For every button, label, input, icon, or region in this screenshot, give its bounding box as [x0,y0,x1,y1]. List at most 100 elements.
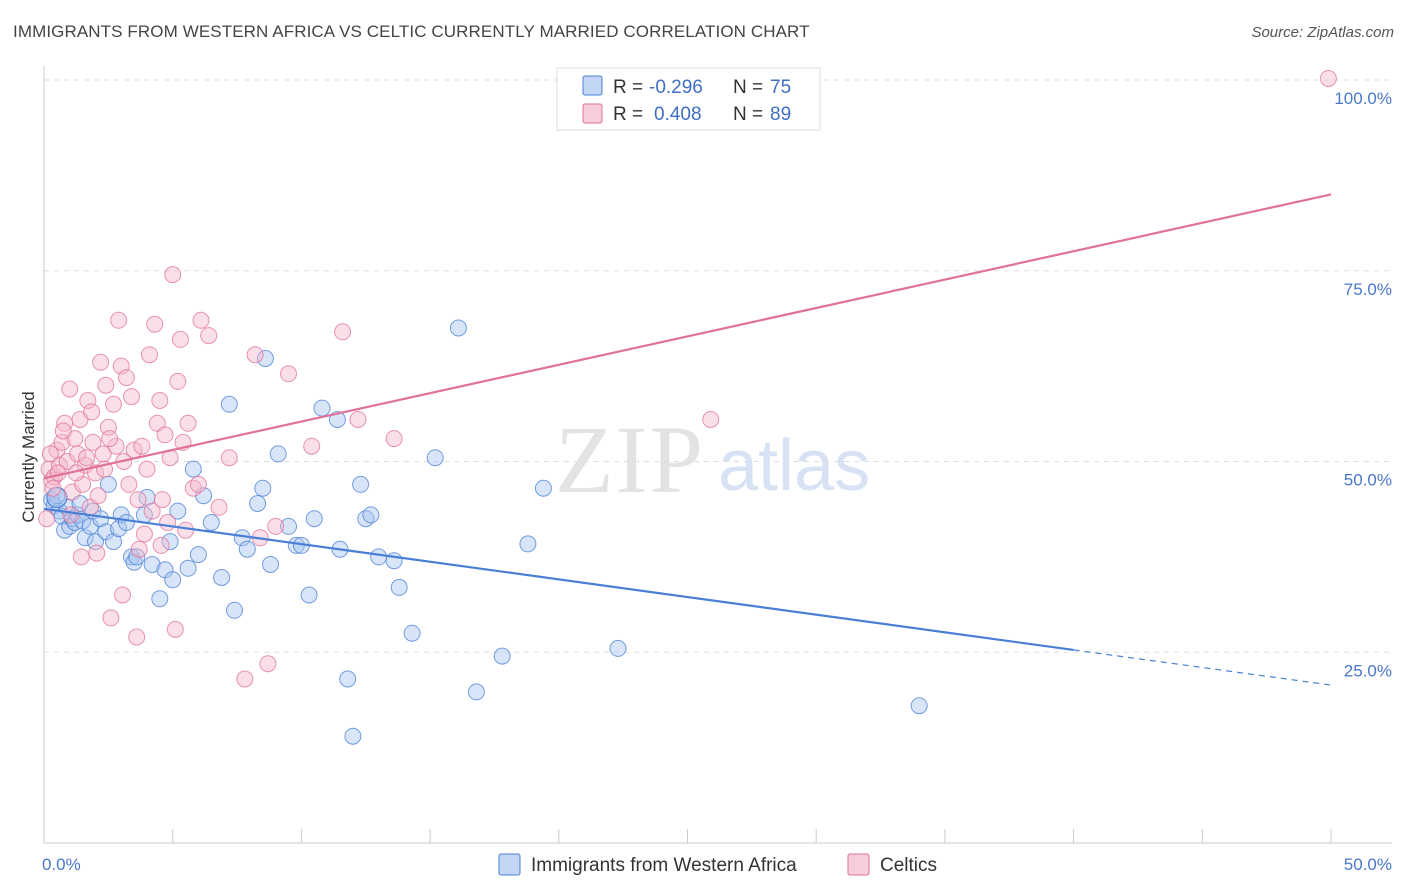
western-africa-point-29 [143,556,161,573]
western-africa-point-72 [534,479,552,497]
western-africa-point-53 [300,586,318,604]
western-africa-point-60 [352,475,370,493]
celtics-point-68 [303,437,321,455]
western-africa-point-63 [370,548,388,566]
legend-swatch-blue [582,75,603,96]
legend: R = -0.296 N = 75 R = 0.408 N = 89 [556,67,821,131]
western-africa-point-67 [426,449,444,467]
celtics-point-60 [210,498,228,516]
bottom-legend-swatch-blue [498,853,521,876]
western-africa-point-70 [493,647,511,665]
x-tick-label-max: 50.0% [1344,855,1392,874]
celtics-point-71 [385,430,403,448]
celtics-point-75 [44,479,62,497]
celtics-point-66 [267,517,285,535]
celtics-point-25 [102,609,120,627]
source-label: Source: ZipAtlas.com [1251,24,1394,41]
celtics-point-58 [192,311,210,329]
western-africa-point-35 [179,559,197,577]
celtics-point-32 [120,475,138,493]
western-africa-point-48 [262,556,279,573]
western-africa-point-46 [254,479,272,497]
y-tick-label: 50.0% [1344,471,1392,490]
celtics-point-63 [246,346,264,364]
celtics-point-59 [200,327,218,345]
western-africa-point-40 [213,569,231,586]
trend-line-western-africa-extension [1073,649,1332,686]
celtics-point-82 [83,403,101,421]
watermark-zip: ZIP [555,406,705,513]
series-western-africa-points [43,319,928,745]
legend-swatch-pink [582,103,603,124]
western-africa-point-68 [449,319,467,337]
celtics-point-78 [62,506,80,524]
western-africa-point-65 [390,578,408,596]
western-africa-point-69 [467,683,485,701]
celtics-point-51 [169,372,187,390]
western-africa-point-39 [202,514,220,531]
bottom-legend-label-pink: Celtics [880,855,937,876]
western-africa-point-20 [105,533,122,551]
western-africa-point-59 [344,727,362,745]
celtics-point-45 [153,491,171,509]
bottom-legend-swatch-pink [847,853,870,876]
western-africa-point-62 [362,506,380,524]
legend-r-value-pink: 0.408 [654,104,702,125]
western-africa-point-66 [403,624,421,642]
celtics-point-16 [79,392,97,409]
western-africa-point-44 [238,540,256,558]
western-africa-point-42 [226,601,243,619]
tick-labels: 25.0% 50.0% 75.0% 100.0% 0.0% 50.0% [42,89,1392,874]
western-africa-point-45 [249,495,267,512]
western-africa-point-54 [305,510,323,528]
celtics-point-9 [61,380,79,398]
western-africa-point-47 [256,350,274,367]
bottom-legend-label-blue: Immigrants from Western Africa [531,855,797,876]
celtics-point-42 [146,315,164,333]
trend-line-western-africa [43,507,1074,652]
celtics-point-23 [97,376,115,394]
celtics-point-22 [94,445,112,463]
western-africa-point-50 [280,517,297,535]
legend-n-value-pink: 89 [770,104,791,125]
legend-n-label-blue: N = [733,77,763,98]
y-axis-title: Currently Married [19,391,38,522]
celtics-point-57 [189,475,207,493]
celtics-point-26 [105,395,122,413]
celtics-point-47 [159,514,177,531]
celtics-point-67 [280,365,297,383]
western-africa-point-32 [161,533,179,551]
celtics-point-62 [236,670,254,688]
western-africa-point-74 [910,697,928,715]
trend-line-celtics [43,193,1332,480]
celtics-point-28 [110,311,128,329]
celtics-point-39 [138,460,156,478]
celtics-point-72 [702,411,720,428]
celtics-point-40 [141,346,158,364]
gridlines [44,79,1392,653]
celtics-point-41 [143,502,161,520]
celtics-point-44 [151,392,169,409]
celtics-point-74 [41,445,59,463]
western-africa-point-34 [169,502,187,520]
western-africa-point-36 [184,460,202,478]
celtics-point-69 [334,323,352,341]
celtics-point-33 [123,388,140,406]
legend-r-value-blue: -0.296 [649,77,703,98]
celtics-point-81 [78,449,95,467]
celtics-point-36 [130,540,148,558]
celtics-point-21 [92,353,110,371]
celtics-point-55 [179,414,197,432]
western-africa-point-71 [519,535,537,553]
western-africa-point-73 [609,639,627,657]
celtics-point-83 [88,544,106,562]
western-africa-point-49 [269,445,287,463]
chart-title: IMMIGRANTS FROM WESTERN AFRICA VS CELTIC… [13,22,810,41]
western-africa-point-58 [339,670,357,688]
western-africa-point-41 [220,395,238,413]
celtics-point-52 [171,330,189,348]
bottom-legend: Immigrants from Western Africa Celtics [498,853,937,876]
celtics-point-73 [1319,70,1337,87]
celtics-point-88 [152,536,170,554]
